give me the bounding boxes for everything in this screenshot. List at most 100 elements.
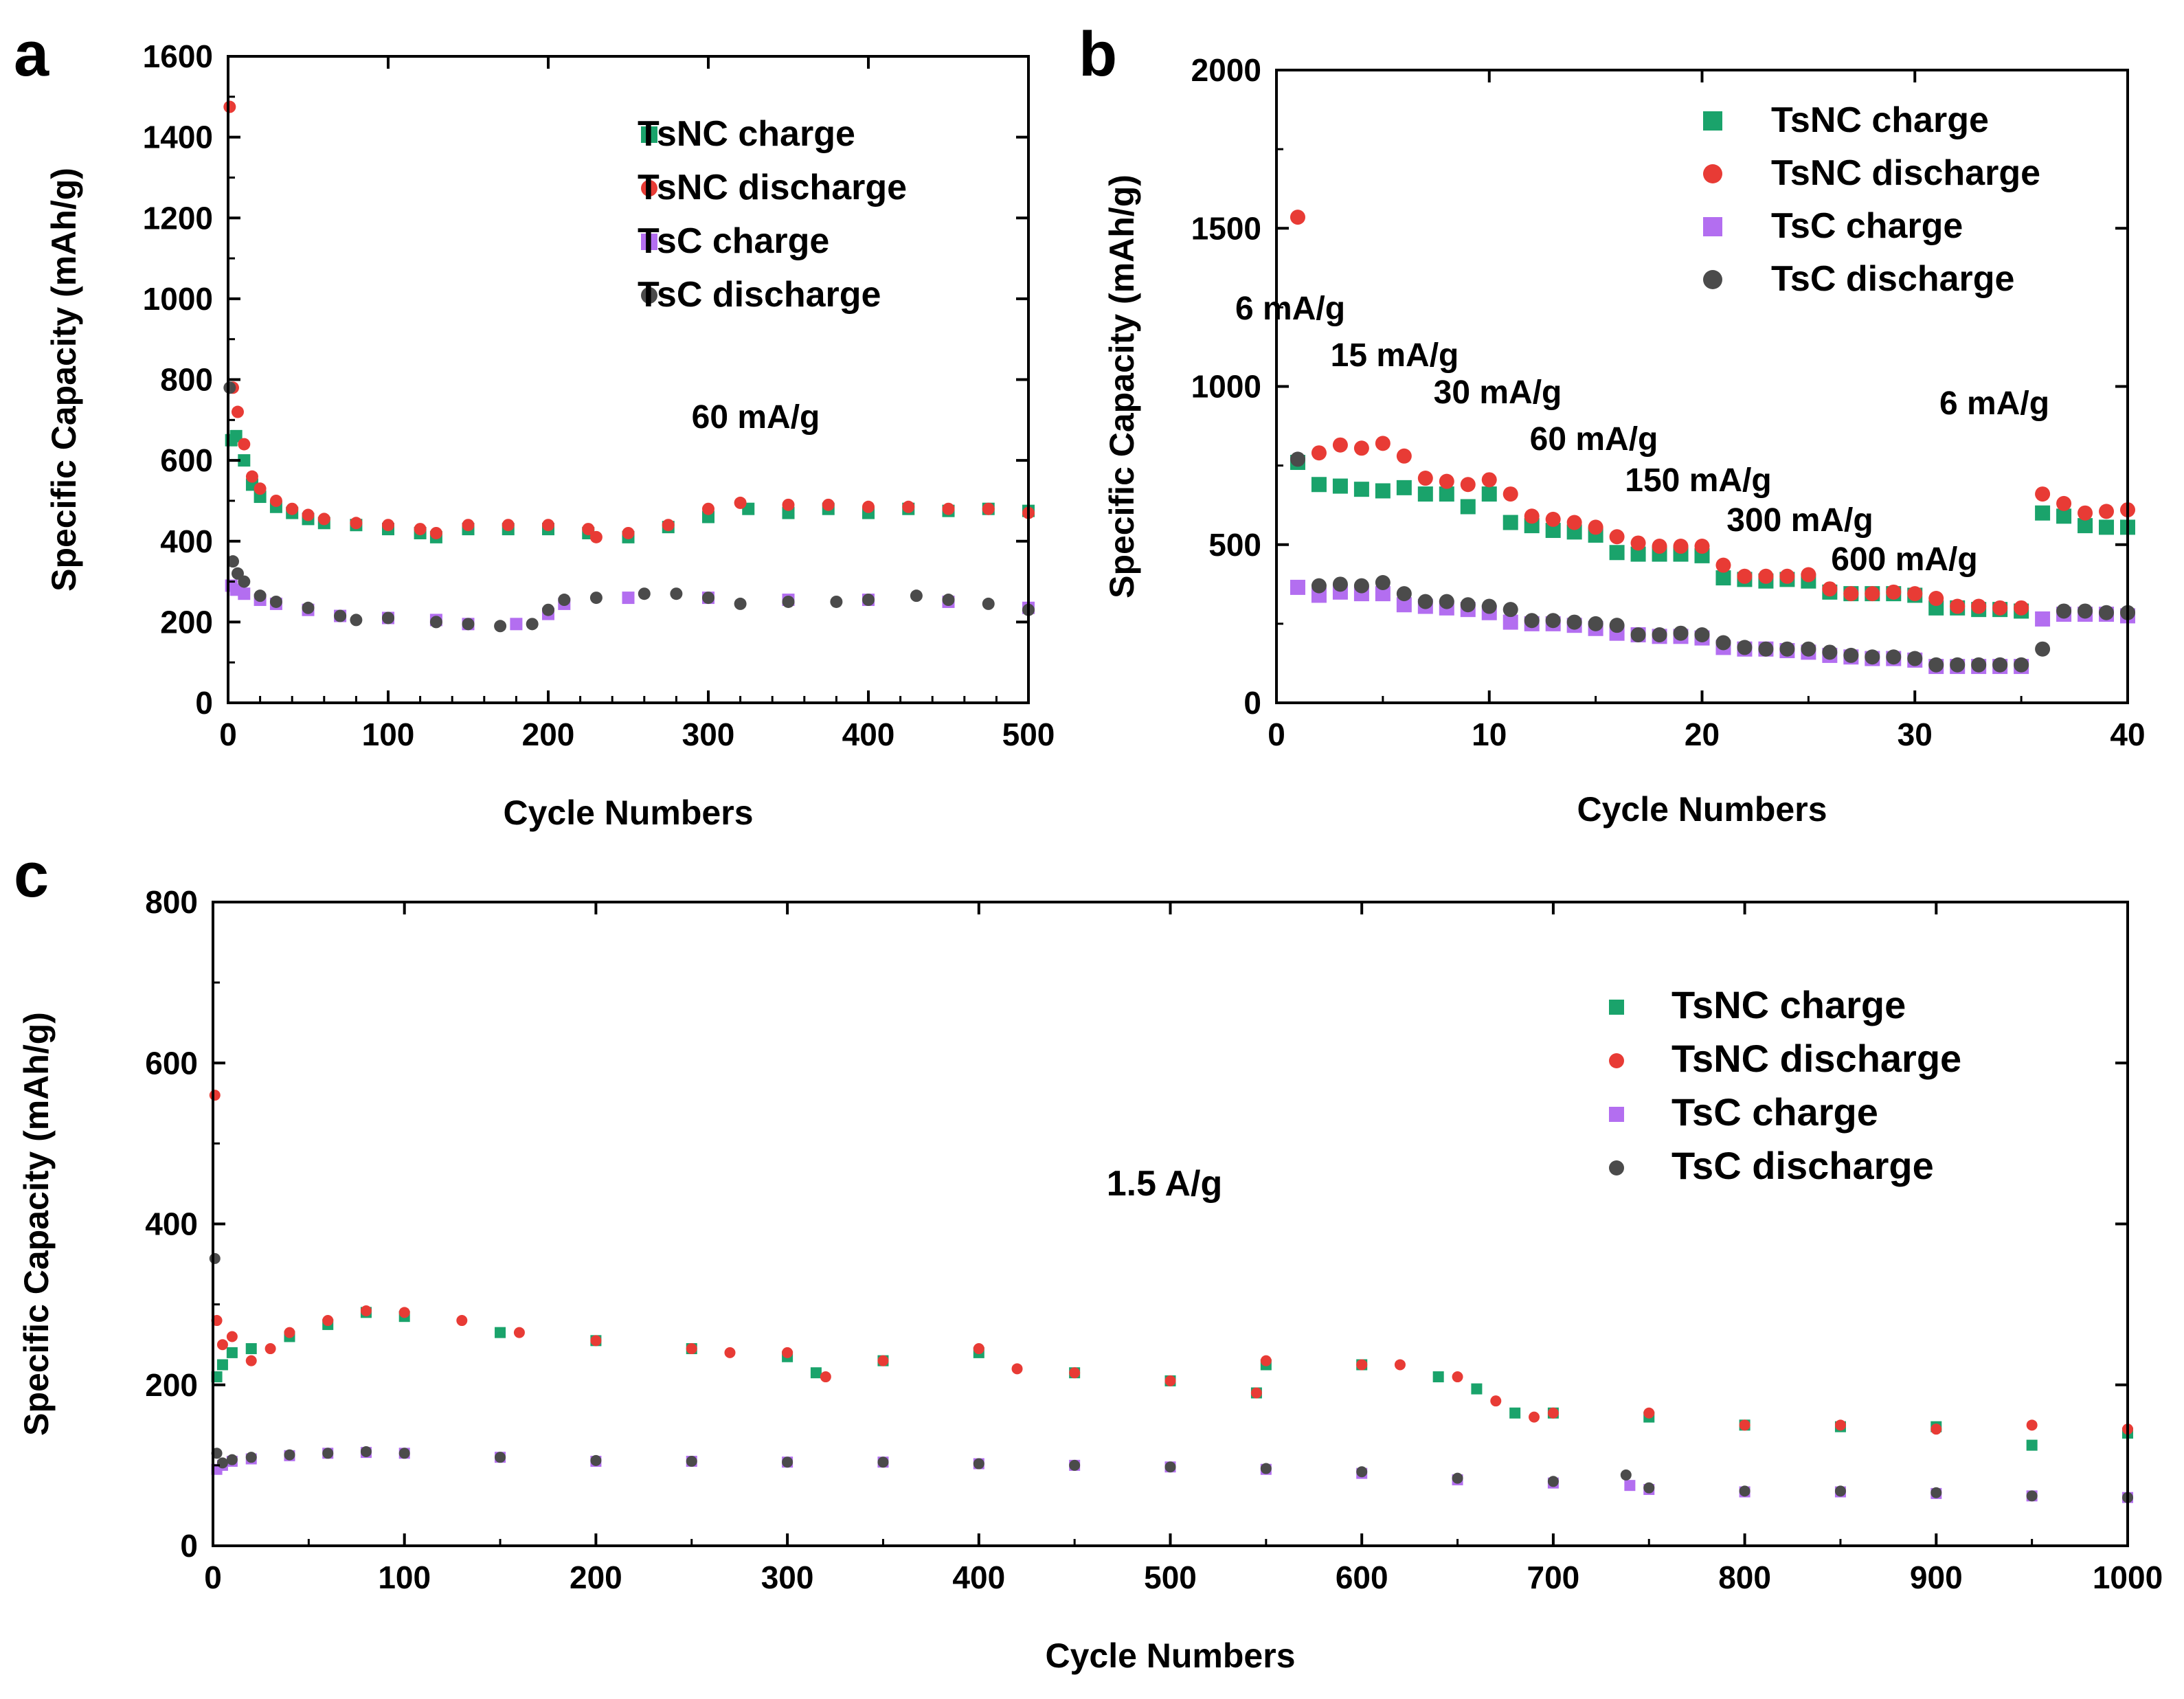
x-tick-label: 1000 [2093, 1560, 2163, 1595]
x-axis-label: Cycle Numbers [1577, 790, 1827, 829]
data-point [231, 405, 244, 418]
y-tick-label: 1200 [143, 200, 213, 236]
data-point [1643, 1482, 1655, 1494]
data-point [1758, 641, 1774, 657]
panel-b: b 0 10 20 30 40 0 500 1000 1500 2000 Cycle Numbers S… [1079, 19, 2146, 829]
data-point [382, 611, 394, 625]
x-tick-label: 900 [1910, 1560, 1963, 1595]
data-point [2035, 505, 2051, 521]
y-tick-label: 200 [145, 1367, 198, 1403]
data-point [1545, 511, 1561, 527]
data-point [702, 592, 714, 605]
data-point [1353, 482, 1369, 497]
data-point [1715, 635, 1731, 651]
data-point [1452, 1371, 1463, 1383]
legend-marker [1703, 111, 1722, 131]
data-point [2035, 486, 2051, 502]
legend-marker [1703, 164, 1722, 183]
data-point [942, 594, 955, 607]
legend-label: TsNC charge [1671, 983, 1906, 1026]
data-point [382, 519, 394, 532]
data-point [1332, 576, 1348, 592]
data-point [429, 616, 442, 629]
rate-annotation: 150 mA/g [1625, 462, 1771, 499]
x-tick-label: 200 [522, 717, 575, 752]
legend-label: TsNC discharge [1671, 1037, 1961, 1080]
data-point [1509, 1407, 1521, 1419]
data-point [1502, 515, 1518, 530]
panel-letter: a [14, 19, 49, 89]
data-point [2026, 1439, 2038, 1451]
data-point [1502, 614, 1518, 630]
legend-label: TsNC discharge [1771, 153, 2040, 193]
y-tick-label: 0 [180, 1528, 198, 1564]
y-tick-label: 1500 [1191, 210, 1261, 246]
y-tick-label: 1000 [143, 281, 213, 317]
data-point [1164, 1461, 1176, 1473]
data-point [229, 429, 243, 442]
series-tsnc-charge [225, 429, 1035, 543]
data-point [589, 592, 603, 605]
legend-marker [1609, 1107, 1624, 1122]
x-tick-label: 40 [2110, 717, 2145, 752]
data-point [590, 1335, 602, 1347]
data-point [226, 555, 239, 568]
data-point [1069, 1367, 1081, 1379]
data-point [1928, 591, 1944, 607]
data-point [1673, 625, 1689, 641]
legend-marker [641, 180, 657, 196]
data-point [334, 609, 347, 622]
data-point [209, 1252, 221, 1264]
y-tick-label: 800 [145, 884, 198, 920]
data-point [2026, 1490, 2038, 1502]
data-point [558, 594, 571, 607]
data-point [1356, 1359, 1368, 1371]
y-tick-label: 0 [195, 685, 213, 721]
x-tick-label: 0 [219, 717, 237, 752]
data-point [322, 1448, 334, 1459]
data-point [1950, 657, 1966, 673]
data-point [1396, 597, 1412, 613]
data-point [1801, 567, 1816, 583]
rate-annotation: 300 mA/g [1726, 502, 1873, 539]
y-tick-label: 0 [1243, 685, 1261, 721]
data-point [2056, 603, 2072, 619]
data-point [1417, 594, 1433, 609]
data-point [1609, 618, 1625, 633]
legend-label: TsC charge [638, 221, 829, 261]
y-tick-label: 1600 [143, 38, 213, 74]
x-tick-label: 300 [682, 717, 735, 752]
legend: TsNC charge TsNC discharge TsC charge TsC d… [1703, 100, 2040, 299]
data-point [2099, 504, 2115, 519]
x-tick-label: 600 [1336, 1560, 1388, 1595]
data-point [1394, 1359, 1406, 1371]
data-point [1715, 557, 1731, 573]
data-point [1834, 1419, 1846, 1431]
x-tick-label: 0 [1268, 717, 1285, 752]
legend-marker [1703, 217, 1722, 236]
data-point [1566, 515, 1582, 530]
x-tick-label: 100 [378, 1560, 431, 1595]
data-point [2099, 519, 2115, 535]
data-point [1779, 568, 1795, 584]
data-point [254, 482, 267, 495]
data-point [1332, 437, 1348, 453]
data-point [1715, 570, 1731, 586]
data-point [462, 618, 475, 631]
x-tick-label: 500 [1144, 1560, 1197, 1595]
y-axis-label: Specific Capacity (mAh/g) [1103, 175, 1141, 598]
data-point [2026, 1419, 2038, 1431]
rate-annotation: 6 mA/g [1939, 385, 2049, 422]
data-point [1069, 1459, 1081, 1471]
data-point [1694, 627, 1710, 642]
data-point [1471, 1383, 1483, 1395]
data-point [1353, 578, 1369, 594]
y-tick-label: 500 [1208, 527, 1261, 563]
data-point [398, 1448, 410, 1459]
data-point [1439, 473, 1454, 489]
data-point [542, 519, 554, 532]
x-axis-label: Cycle Numbers [503, 794, 753, 832]
data-point [245, 1355, 257, 1366]
data-point [1609, 529, 1625, 545]
